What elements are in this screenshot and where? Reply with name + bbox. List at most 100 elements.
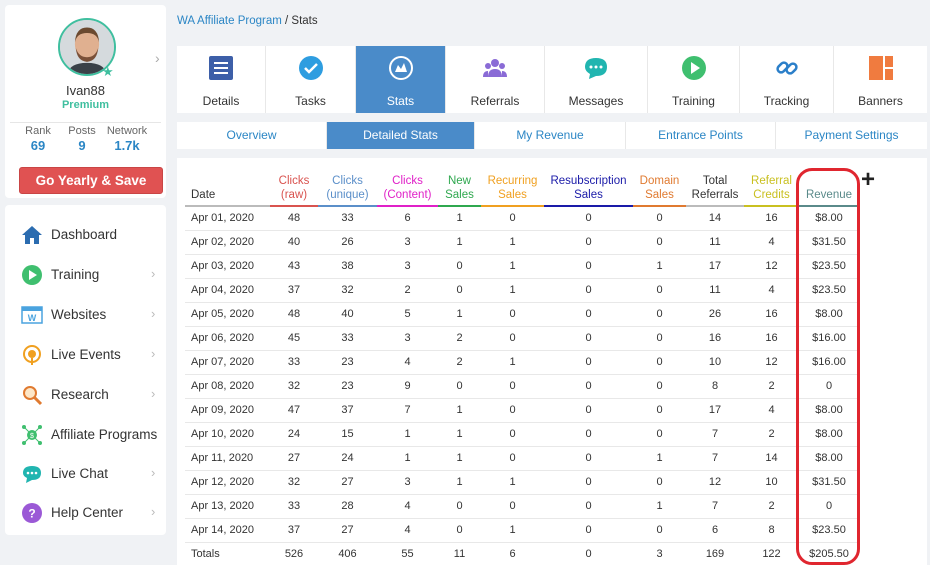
table-cell: 4 [377,494,438,519]
table-cell: 38 [318,254,377,279]
subtab-entrance-points[interactable]: Entrance Points [626,122,776,149]
table-cell: 8 [686,374,744,399]
column-header[interactable]: New Sales [438,164,481,207]
sidebar-item-dashboard[interactable]: Dashboard [5,220,166,250]
tab-stats[interactable]: Stats [356,46,446,113]
stat-value[interactable]: 1.7k [114,138,140,153]
breadcrumb-link[interactable]: WA Affiliate Program [177,15,282,27]
play-icon [22,265,42,285]
table-cell: $16.00 [799,326,859,351]
tab-tracking[interactable]: Tracking [740,46,834,113]
subtab-my-revenue[interactable]: My Revenue [475,122,626,149]
table-cell: 17 [686,254,744,279]
chevron-right-icon: › [151,465,156,480]
table-cell: 47 [270,398,318,423]
table-cell: 0 [481,398,544,423]
subtab-detailed-stats[interactable]: Detailed Stats [327,122,475,149]
table-row: Apr 05, 2020 48 40 5 1 0 0 0 26 16 $8.00 [185,302,859,327]
tab-tasks[interactable]: Tasks [266,46,356,113]
table-cell: 12 [744,350,799,375]
table-cell: 1 [481,470,544,495]
table-cell: 26 [318,230,377,255]
table-cell: 40 [270,230,318,255]
chevron-right-icon: › [151,386,156,401]
table-cell: 6 [377,206,438,231]
table-cell: 1 [438,302,481,327]
table-cell: 0 [438,518,481,543]
table-cell: 32 [270,374,318,399]
column-header[interactable]: Clicks (Content) [377,164,438,207]
tab-messages[interactable]: Messages [545,46,648,113]
column-header-line: Date [191,189,216,201]
date-cell: Apr 05, 2020 [185,302,270,327]
sidebar-item-websites[interactable]: W Websites › [5,300,166,330]
totals-cell: 122 [744,541,799,565]
column-header[interactable]: Referral Credits [744,164,799,207]
table-cell: 1 [377,446,438,471]
column-header[interactable]: Domain Sales [633,164,686,207]
table-cell: 32 [318,278,377,303]
table-cell: 4 [744,278,799,303]
table-cell: 11 [686,278,744,303]
totals-row: Totals 526 406 55 11 6 0 3 169 122 $205.50 [185,541,859,565]
column-header-line: New [447,175,471,187]
date-cell: Apr 09, 2020 [185,398,270,423]
avatar[interactable] [58,18,116,76]
chevron-right-icon: › [151,346,156,361]
table-cell: 7 [686,422,744,447]
table-cell: 6 [686,518,744,543]
tab-details[interactable]: Details [177,46,266,113]
tab-referrals[interactable]: Referrals [446,46,545,113]
column-header[interactable]: Date [185,164,270,207]
tab-banners[interactable]: Banners [834,46,927,113]
column-header[interactable]: Total Referrals [686,164,744,207]
table-cell: 16 [744,206,799,231]
go-yearly-button[interactable]: Go Yearly & Save [19,167,163,194]
sidebar-item-label: Websites [51,307,107,322]
table-cell: $31.50 [799,230,859,255]
tab-label: Stats [386,94,415,108]
table-cell: $31.50 [799,470,859,495]
subtab-payment-settings[interactable]: Payment Settings [804,128,899,142]
totals-cell: 3 [633,541,686,565]
column-header-line: Recurring [487,175,538,187]
stat-rank: Rank 69 [20,125,56,153]
column-header-line: Domain [639,175,680,187]
table-cell: 43 [270,254,318,279]
column-header[interactable]: Clicks (raw) [270,164,318,207]
breadcrumb: WA Affiliate Program / Stats [177,15,318,27]
column-header[interactable]: Resubscription Sales [544,164,633,207]
column-header-line: Sales [445,189,474,201]
sidebar-item-live-chat[interactable]: Live Chat › [5,459,166,489]
table-cell: 23 [318,374,377,399]
table-row: Apr 08, 2020 32 23 9 0 0 0 0 8 2 0 [185,374,859,399]
table-cell: 2 [438,350,481,375]
sidebar-item-live-events[interactable]: Live Events › [5,340,166,370]
sidebar-item-research[interactable]: Research › [5,380,166,410]
sidebar-item-affiliate-programs[interactable]: $ Affiliate Programs [5,420,166,450]
column-header[interactable]: Clicks (unique) [318,164,377,207]
sidebar-item-help-center[interactable]: ? Help Center › [5,498,166,528]
table-cell: 0 [799,374,859,399]
affiliate-icon: $ [22,425,42,445]
table-cell: 33 [270,494,318,519]
stat-value[interactable]: 69 [30,138,46,153]
add-column-icon[interactable]: + [861,166,876,193]
sidebar-item-label: Live Events [51,347,121,362]
tab-training[interactable]: Training [648,46,740,113]
column-header[interactable]: Recurring Sales [481,164,544,207]
username[interactable]: Ivan88 [65,83,106,98]
stats-icon [388,56,413,80]
stat-label: Rank [25,125,51,137]
table-cell: 27 [270,446,318,471]
subtab-overview[interactable]: Overview [177,122,327,149]
sidebar-item-label: Help Center [51,505,124,520]
stat-value[interactable]: 9 [78,138,86,153]
totals-cell: 11 [438,541,481,565]
table-row: Apr 14, 2020 37 27 4 0 1 0 0 6 8 $23.50 [185,518,859,543]
table-cell: 0 [544,302,633,327]
table-cell: 0 [544,278,633,303]
sidebar-item-training[interactable]: Training › [5,260,166,290]
chevron-right-icon[interactable]: › [155,50,160,66]
referrals-icon [483,59,507,77]
